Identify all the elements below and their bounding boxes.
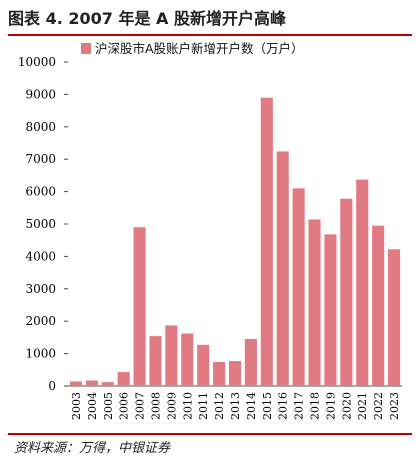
x-tick-label: 2007: [134, 392, 147, 420]
bar-2007: [133, 227, 146, 386]
x-tick-label: 2003: [70, 392, 83, 420]
source-note: 资料来源：万得，中银证券: [14, 441, 171, 456]
x-tick-label: 2019: [324, 392, 337, 420]
x-tick-label: 2013: [229, 392, 242, 420]
bar-2005: [101, 382, 114, 386]
legend-label: 沪深股市A股账户新增开户数（万户）: [95, 41, 304, 56]
y-tick-label: 8000: [25, 120, 56, 134]
x-tick-label: 2015: [261, 392, 274, 420]
x-tick-label: 2020: [340, 392, 353, 420]
bar-2009: [165, 325, 178, 386]
y-tick-label: 3000: [25, 282, 56, 296]
bar-chart: 沪深股市A股账户新增开户数（万户） 0 1000 2000 3000 4000 5000 6…: [18, 41, 402, 420]
figure-title: 图表 4. 2007 年是 A 股新增开户高峰: [8, 9, 286, 28]
bar-2017: [292, 188, 305, 386]
source-rule: [8, 433, 412, 435]
legend: 沪深股市A股账户新增开户数（万户）: [81, 41, 304, 56]
bar-2018: [308, 219, 321, 386]
y-tick-label: 4000: [25, 249, 56, 263]
bar-2011: [197, 344, 210, 386]
x-tick-label: 2011: [197, 392, 210, 420]
bar-2020: [340, 198, 353, 386]
x-tick-label: 2010: [181, 392, 194, 420]
x-tick-label: 2018: [309, 392, 322, 420]
bar-2016: [276, 151, 289, 386]
x-tick-label: 2008: [149, 392, 162, 420]
bar-2004: [85, 380, 98, 386]
x-tick-label: 2004: [86, 392, 99, 420]
bar-2023: [388, 249, 401, 386]
y-tick-label: 2000: [25, 314, 56, 328]
legend-swatch: [81, 43, 91, 54]
x-tick-label: 2021: [356, 392, 369, 420]
bar-2019: [324, 234, 337, 386]
x-tick-label: 2023: [388, 392, 401, 420]
y-tick-label: 0: [48, 379, 56, 393]
x-tick-label: 2014: [245, 392, 258, 420]
y-axis: 0 1000 2000 3000 4000 5000 6000 7000 8000 9000 100…: [18, 55, 68, 393]
y-tick-label: 10000: [18, 55, 56, 69]
y-tick-label: 9000: [25, 87, 56, 101]
y-tick-label: 5000: [25, 217, 56, 231]
y-tick-label: 6000: [25, 185, 56, 199]
bar-2021: [356, 179, 369, 386]
bar-2008: [149, 336, 162, 386]
x-tick-label: 2009: [165, 392, 178, 420]
x-tick-label: 2017: [293, 392, 306, 420]
bar-2012: [213, 362, 226, 386]
x-tick-label: 2022: [372, 392, 385, 420]
x-tick-label: 2005: [102, 392, 115, 420]
y-tick-label: 1000: [25, 347, 56, 361]
y-tick-label: 7000: [25, 152, 56, 166]
x-tick-label: 2012: [213, 392, 226, 420]
bar-2010: [181, 333, 194, 386]
bar-series: [69, 97, 401, 386]
title-rule: [8, 34, 412, 36]
bar-2013: [228, 361, 242, 386]
x-axis: 2003 2004 2005 2006 2007 2008 2009 2010 2011 2012…: [68, 385, 402, 420]
bar-2003: [69, 381, 82, 386]
x-tick-label: 2016: [277, 392, 290, 420]
bar-2022: [372, 225, 385, 386]
bar-2015: [260, 97, 273, 386]
bar-2006: [117, 372, 130, 386]
x-tick-label: 2006: [118, 392, 131, 420]
bar-2014: [244, 339, 257, 386]
